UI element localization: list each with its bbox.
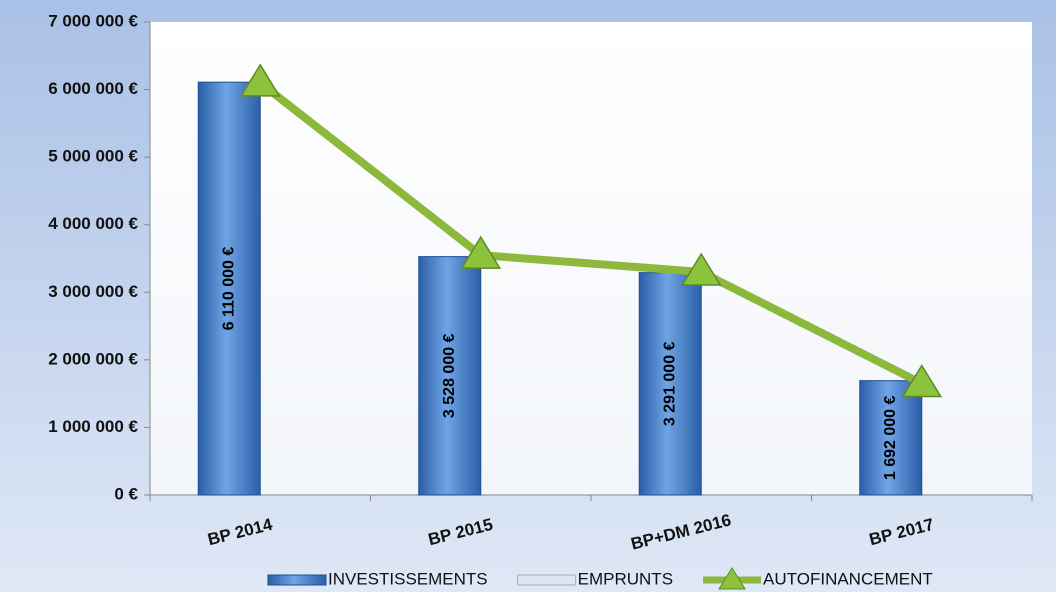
value-label: 3 528 000 € [441, 333, 458, 418]
value-label: 1 692 000 € [882, 395, 899, 480]
value-label: 3 291 000 € [661, 341, 678, 426]
legend-swatch [267, 574, 327, 586]
y-tick-label: 0 € [114, 484, 138, 503]
y-tick-label: 7 000 000 € [48, 11, 138, 30]
y-tick-label: 6 000 000 € [48, 79, 138, 98]
marker [460, 235, 502, 269]
value-label: 6 110 000 € [220, 247, 237, 331]
legend-swatch [517, 574, 577, 586]
y-tick-label: 2 000 000 € [48, 349, 138, 368]
y-tick-label: 4 000 000 € [48, 214, 138, 233]
legend-label: EMPRUNTS [578, 569, 673, 588]
legend-label: AUTOFINANCEMENT [763, 569, 933, 588]
bar [859, 380, 923, 496]
y-tick-label: 3 000 000 € [48, 282, 138, 301]
legend-label: INVESTISSEMENTS [328, 569, 488, 588]
marker [680, 252, 722, 286]
y-tick-label: 5 000 000 € [48, 147, 138, 166]
y-tick-label: 1 000 000 € [48, 417, 138, 436]
bar [197, 81, 261, 496]
marker [901, 364, 943, 398]
marker [239, 63, 281, 97]
line [257, 79, 924, 388]
legend-marker [718, 567, 746, 590]
bar [638, 272, 702, 496]
bar [418, 256, 482, 496]
